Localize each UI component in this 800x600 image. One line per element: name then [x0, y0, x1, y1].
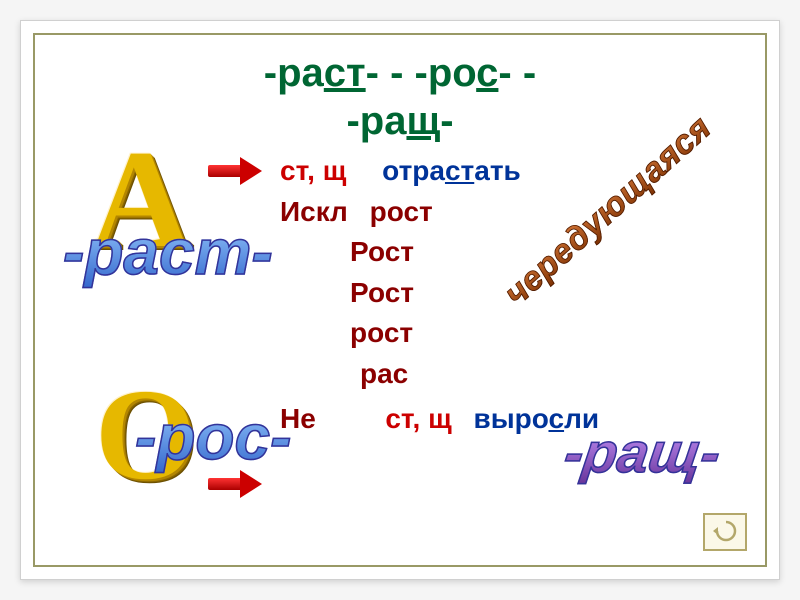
rule-top-row: ст, щ отрастать [280, 151, 599, 192]
slide-container: -раст- - -рос- - -ращ- А О -раст- -рос- … [20, 20, 780, 580]
example-bottom: выросли [474, 403, 600, 434]
exception-item: Рост [350, 232, 599, 273]
exception-item: Рост [350, 273, 599, 314]
return-icon [710, 519, 740, 545]
rule-bottom-row: Не ст, щ выросли [280, 399, 599, 440]
exceptions-row: Искл рост [280, 192, 599, 233]
exception-item: рас [360, 354, 599, 395]
consonants-label: ст, щ [280, 155, 346, 186]
wordart-rast: -раст- [63, 215, 273, 289]
exception-item: рост [350, 313, 599, 354]
arrow-icon [208, 157, 268, 185]
exception-item: рост [370, 196, 433, 227]
slide-content: А О -раст- -рос- -ращ- чередующаяся ст, … [35, 145, 765, 555]
arrow-icon [208, 470, 268, 498]
not-label: Не [280, 403, 316, 434]
return-button[interactable] [703, 513, 747, 551]
example-top: отрастать [382, 155, 521, 186]
exception-list: Рост Рост рост рас [350, 232, 599, 394]
wordart-ros: -рос- [135, 400, 291, 474]
slide-frame: -раст- - -рос- - -ращ- А О -раст- -рос- … [33, 33, 767, 567]
center-column: ст, щ отрастать Искл рост Рост Рост рост… [280, 151, 599, 439]
exceptions-label: Искл [280, 192, 348, 233]
consonants-label: ст, щ [385, 403, 451, 434]
